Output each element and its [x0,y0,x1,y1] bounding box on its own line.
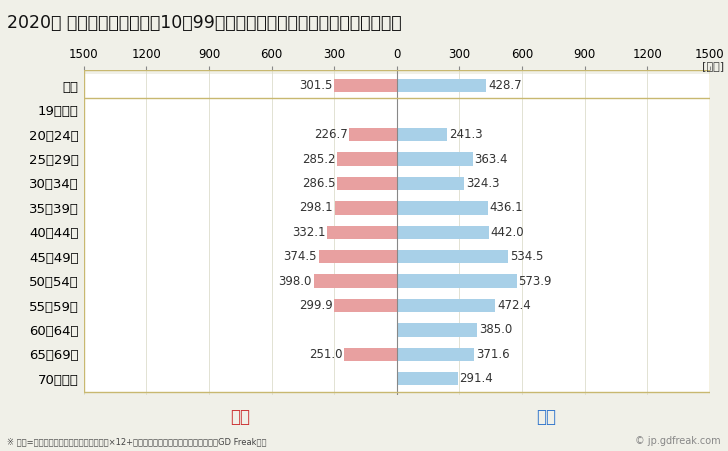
Text: 324.3: 324.3 [466,177,499,190]
Bar [397,201,488,215]
Text: 428.7: 428.7 [488,79,521,92]
Text: 442.0: 442.0 [491,226,524,239]
Text: 385.0: 385.0 [479,323,512,336]
Text: 398.0: 398.0 [279,275,312,288]
Text: 251.0: 251.0 [309,348,343,361]
Text: 301.5: 301.5 [298,79,332,92]
Text: 女性: 女性 [230,408,250,426]
Text: 226.7: 226.7 [314,128,348,141]
Text: ※ 年収=「きまって支給する現金給与額」×12+「年間賞与その他特別給与額」としてGD Freak推計: ※ 年収=「きまって支給する現金給与額」×12+「年間賞与その他特別給与額」とし… [7,437,266,446]
Text: 371.6: 371.6 [476,348,510,361]
Text: 573.9: 573.9 [518,275,552,288]
Text: 241.3: 241.3 [448,128,483,141]
Text: 299.9: 299.9 [298,299,333,312]
Bar [349,128,397,141]
Bar [397,79,486,92]
Text: © jp.gdfreak.com: © jp.gdfreak.com [635,437,721,446]
Bar [397,128,447,141]
Bar [397,226,489,239]
Bar [334,299,397,312]
Text: 298.1: 298.1 [299,201,333,214]
Text: [万円]: [万円] [703,61,724,71]
Text: 534.5: 534.5 [510,250,543,263]
Bar [397,372,458,386]
Text: 472.4: 472.4 [497,299,531,312]
Text: 363.4: 363.4 [474,152,507,166]
Bar [397,348,475,361]
Bar [397,177,464,190]
Text: 436.1: 436.1 [489,201,523,214]
Text: 332.1: 332.1 [292,226,326,239]
Bar [328,226,397,239]
Text: 286.5: 286.5 [302,177,336,190]
Bar [337,152,397,166]
Bar [397,274,517,288]
Text: 374.5: 374.5 [283,250,317,263]
Bar [397,152,472,166]
Bar [334,79,397,92]
Bar [397,323,477,336]
Text: 男性: 男性 [536,408,556,426]
Bar [337,177,397,190]
Text: 285.2: 285.2 [302,152,336,166]
Text: 291.4: 291.4 [459,372,493,385]
Bar [344,348,397,361]
Bar [335,201,397,215]
Bar [397,299,495,312]
Bar [397,250,508,263]
Bar [319,250,397,263]
Text: 2020年 民間企業（従業者数10～99人）フルタイム労働者の男女別平均年収: 2020年 民間企業（従業者数10～99人）フルタイム労働者の男女別平均年収 [7,14,402,32]
Bar [314,274,397,288]
